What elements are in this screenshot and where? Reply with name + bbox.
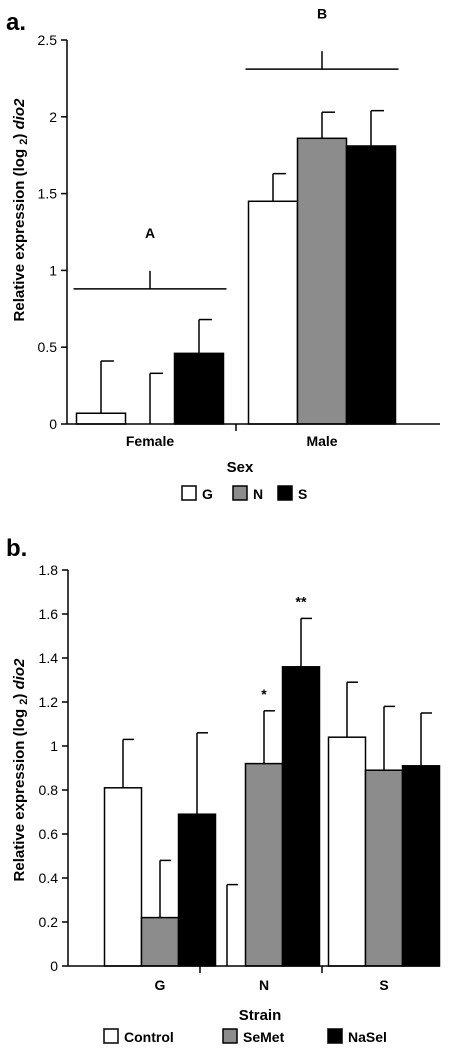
panel-b-annotations: *** xyxy=(261,593,307,701)
bar xyxy=(103,787,143,967)
bar xyxy=(247,200,299,425)
y-tick-label: 0.6 xyxy=(39,826,59,842)
y-tick-label: 0.8 xyxy=(39,782,59,798)
bar xyxy=(364,769,404,967)
bar xyxy=(281,666,321,967)
legend-label: SeMet xyxy=(243,1029,285,1045)
y-tick-label: 0 xyxy=(50,958,58,974)
y-tick-label: 0.2 xyxy=(39,914,59,930)
bar xyxy=(75,412,127,425)
panel-a-axes xyxy=(66,40,440,431)
panel-b-label: b. xyxy=(6,535,27,562)
bar xyxy=(244,762,284,967)
legend-label: NaSel xyxy=(348,1029,387,1045)
panel-a-ylabel: Relative expression (log 2) dio2 xyxy=(11,98,30,322)
bar xyxy=(177,813,217,967)
x-category-label: S xyxy=(379,977,388,993)
legend-swatch xyxy=(181,485,197,501)
legend-label: G xyxy=(202,486,213,502)
legend-swatch xyxy=(277,485,293,501)
panel-a-x-axis: Female Male xyxy=(126,433,338,449)
group-letter: A xyxy=(145,225,155,241)
bar xyxy=(345,145,397,425)
y-tick-label: 2.5 xyxy=(38,32,58,48)
x-category-label: Female xyxy=(126,433,174,449)
panel-a-xlabel: Sex xyxy=(227,459,254,476)
bar xyxy=(140,916,180,967)
y-tick-label: 1.8 xyxy=(39,562,59,578)
panel-b-bars xyxy=(103,617,441,967)
legend-swatch xyxy=(103,1028,119,1044)
y-tick-label: 1.4 xyxy=(39,650,59,666)
legend-label: N xyxy=(253,486,263,502)
panel-a-y-axis: 0 0.5 1 1.5 2 2.5 xyxy=(38,32,67,432)
panel-a-bars xyxy=(75,109,397,425)
panel-b: b. Relative expression (log 2) dio2 0 0.2… xyxy=(6,535,441,1045)
significance-marker: * xyxy=(261,686,267,702)
y-tick-label: 1 xyxy=(50,738,58,754)
x-category-label: G xyxy=(155,977,166,993)
panel-a: a. Relative expression (log 2) dio2 0 0.5… xyxy=(6,5,440,502)
significance-marker: ** xyxy=(296,593,307,609)
legend-swatch xyxy=(327,1028,343,1044)
panel-b-ylabel: Relative expression (log 2) dio2 xyxy=(11,658,30,882)
panel-b-xlabel: Strain xyxy=(239,1007,282,1024)
y-tick-label: 0.4 xyxy=(39,870,59,886)
x-category-label: Male xyxy=(306,433,337,449)
panel-a-annotations: AB xyxy=(73,5,399,290)
y-tick-label: 1 xyxy=(49,262,57,278)
legend-swatch xyxy=(222,1028,238,1044)
y-tick-label: 1.5 xyxy=(38,186,58,202)
bar xyxy=(401,765,441,967)
y-tick-label: 1.6 xyxy=(39,606,59,622)
bar xyxy=(173,352,225,425)
bar xyxy=(296,137,348,425)
legend-label: Control xyxy=(124,1029,174,1045)
panel-a-label: a. xyxy=(6,9,26,36)
panel-b-y-axis: 0 0.2 0.4 0.6 0.8 1 1.2 1.4 1.6 1.8 xyxy=(39,562,68,974)
panel-b-legend: Control SeMet NaSel xyxy=(103,1028,387,1045)
group-letter: B xyxy=(317,5,327,21)
x-category-label: N xyxy=(259,977,269,993)
legend-swatch xyxy=(232,485,248,501)
y-tick-label: 0.5 xyxy=(38,339,58,355)
legend-label: S xyxy=(298,486,307,502)
y-tick-label: 2 xyxy=(49,109,57,125)
y-tick-label: 1.2 xyxy=(39,694,59,710)
y-tick-label: 0 xyxy=(49,416,57,432)
panel-b-axes xyxy=(67,570,440,973)
bar xyxy=(327,736,367,967)
